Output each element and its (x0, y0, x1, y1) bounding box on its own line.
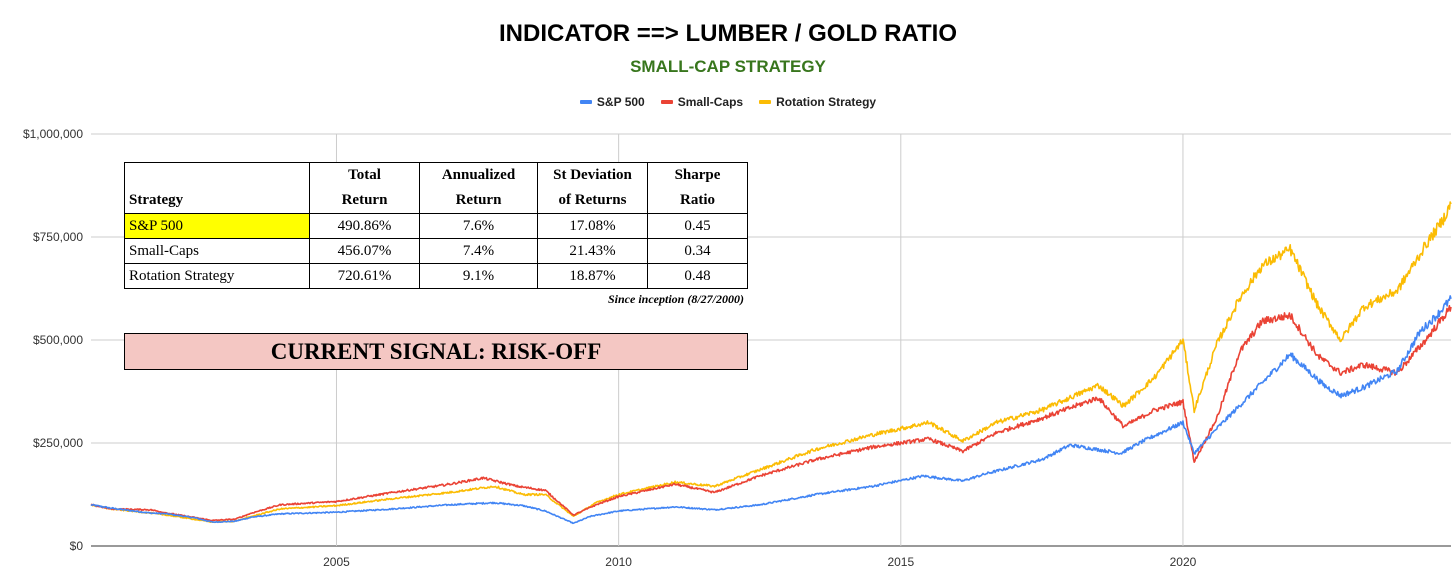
legend-swatch-sp500 (579, 100, 592, 104)
table-cell-total-return: 720.61% (309, 263, 420, 289)
table-cell-total-return: 490.86% (309, 213, 420, 239)
table-cell-strategy: S&P 500 (124, 213, 310, 239)
y-tick-label: $500,000 (33, 333, 83, 347)
table-row: Small-Caps 456.07% 7.4% 21.43% 0.34 (124, 238, 748, 264)
table-cell-st-deviation: 17.08% (537, 213, 648, 239)
y-tick-label: $750,000 (33, 230, 83, 244)
legend-item-small-caps[interactable]: Small-Caps (660, 95, 744, 109)
table-row: S&P 500 490.86% 7.6% 17.08% 0.45 (124, 213, 748, 239)
legend-swatch-rotation-strategy (759, 100, 772, 104)
current-signal-banner: CURRENT SIGNAL: RISK-OFF (124, 333, 748, 370)
series-line-small-caps (90, 304, 1452, 522)
legend-label-sp500: S&P 500 (596, 95, 645, 109)
legend-swatch-small-caps (660, 100, 673, 104)
stats-overlay: Strategy Total Return Annualized Return St… (124, 162, 748, 370)
table-cell-strategy: Rotation Strategy (124, 263, 310, 289)
y-tick-label: $1,000,000 (23, 127, 83, 141)
table-cell-strategy: Small-Caps (124, 238, 310, 264)
x-tick-label: 2020 (1170, 555, 1197, 569)
table-cell-st-deviation: 18.87% (537, 263, 648, 289)
header-sharpe-ratio: Sharpe Ratio (647, 162, 748, 214)
since-inception-note: Since inception (8/27/2000) (608, 292, 744, 306)
legend-label-rotation-strategy: Rotation Strategy (776, 95, 877, 109)
x-tick-label: 2015 (887, 555, 914, 569)
y-tick-label: $0 (70, 539, 84, 553)
stats-header-row: Strategy Total Return Annualized Return St… (124, 162, 748, 214)
table-cell-annualized-return: 7.6% (419, 213, 538, 239)
table-cell-total-return: 456.07% (309, 238, 420, 264)
chart-title: INDICATOR ==> LUMBER / GOLD RATIO (498, 20, 958, 47)
x-tick-label: 2010 (605, 555, 632, 569)
header-total-return: Total Return (309, 162, 420, 214)
table-row: Rotation Strategy 720.61% 9.1% 18.87% 0.… (124, 263, 748, 289)
header-st-deviation: St Deviation of Returns (537, 162, 648, 214)
legend-label-small-caps: Small-Caps (677, 95, 744, 109)
y-tick-label: $250,000 (33, 436, 83, 450)
legend-item-sp500[interactable]: S&P 500 (579, 95, 645, 109)
table-cell-annualized-return: 7.4% (419, 238, 538, 264)
table-cell-annualized-return: 9.1% (419, 263, 538, 289)
series-line-s-p-500 (90, 295, 1452, 525)
header-annualized-return: Annualized Return (419, 162, 538, 214)
table-cell-sharpe-ratio: 0.48 (647, 263, 748, 289)
chart-subtitle: SMALL-CAP STRATEGY (630, 57, 826, 76)
axis-layer: $0 $250,000 $500,000 $750,000 $1,000,000 2005… (23, 127, 1197, 569)
header-strategy: Strategy (124, 162, 310, 214)
stats-table: Strategy Total Return Annualized Return St… (124, 162, 748, 289)
series-line-rotation-strategy (90, 201, 1452, 524)
legend-item-rotation-strategy[interactable]: Rotation Strategy (759, 95, 876, 109)
table-cell-st-deviation: 21.43% (537, 238, 648, 264)
legend: S&P 500 Small-Caps Rotation Strategy (0, 95, 1456, 109)
table-cell-sharpe-ratio: 0.34 (647, 238, 748, 264)
table-cell-sharpe-ratio: 0.45 (647, 213, 748, 239)
series-layer (90, 201, 1452, 525)
x-tick-label: 2005 (323, 555, 350, 569)
